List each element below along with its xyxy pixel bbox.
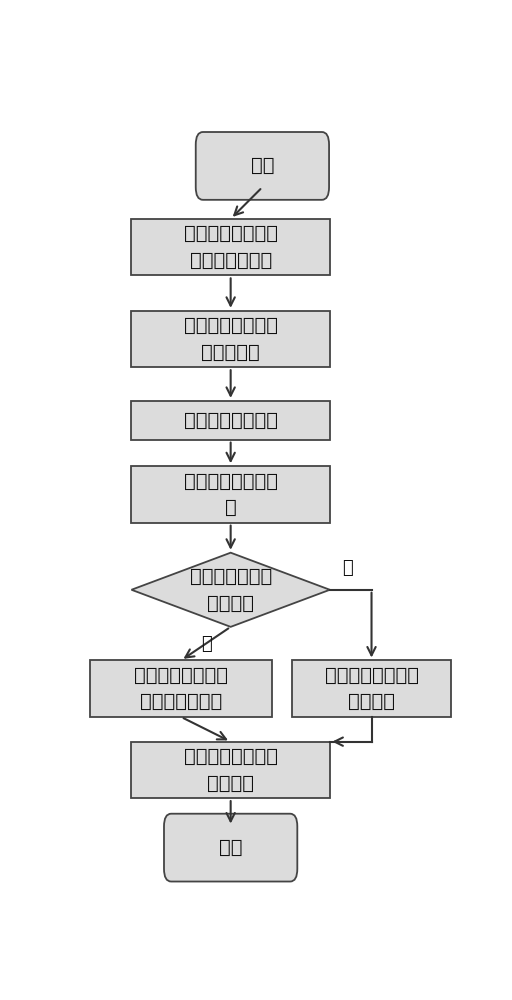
Text: 否: 否 [342,559,352,577]
Text: 计算两阶段联合预
编码矩阵: 计算两阶段联合预 编码矩阵 [184,747,278,793]
Text: 结束: 结束 [219,838,242,857]
Text: 判断是否适合做
干扰对齐: 判断是否适合做 干扰对齐 [189,567,272,613]
Text: 计算等效信道维数: 计算等效信道维数 [184,411,278,430]
Polygon shape [132,553,330,627]
Text: 计算最优空间自由
度: 计算最优空间自由 度 [184,472,278,517]
Text: 选取协作区域，计
算空间相关矩阵: 选取协作区域，计 算空间相关矩阵 [184,224,278,270]
Bar [90,660,272,717]
Text: 计算第二阶段迫零
编码矩阵: 计算第二阶段迫零 编码矩阵 [325,666,418,711]
Text: 是: 是 [201,635,211,653]
Text: 计算第二阶段干扰
对齐编解码矩阵: 计算第二阶段干扰 对齐编解码矩阵 [134,666,228,711]
FancyBboxPatch shape [164,814,297,882]
FancyBboxPatch shape [196,132,329,200]
Text: 计算第一阶段预波
束成形矩阵: 计算第一阶段预波 束成形矩阵 [184,316,278,362]
Bar [132,401,330,440]
Bar [132,219,330,275]
Bar [292,660,451,717]
Bar [132,466,330,523]
Bar [132,311,330,367]
Bar [132,742,330,798]
Text: 开始: 开始 [251,156,274,175]
